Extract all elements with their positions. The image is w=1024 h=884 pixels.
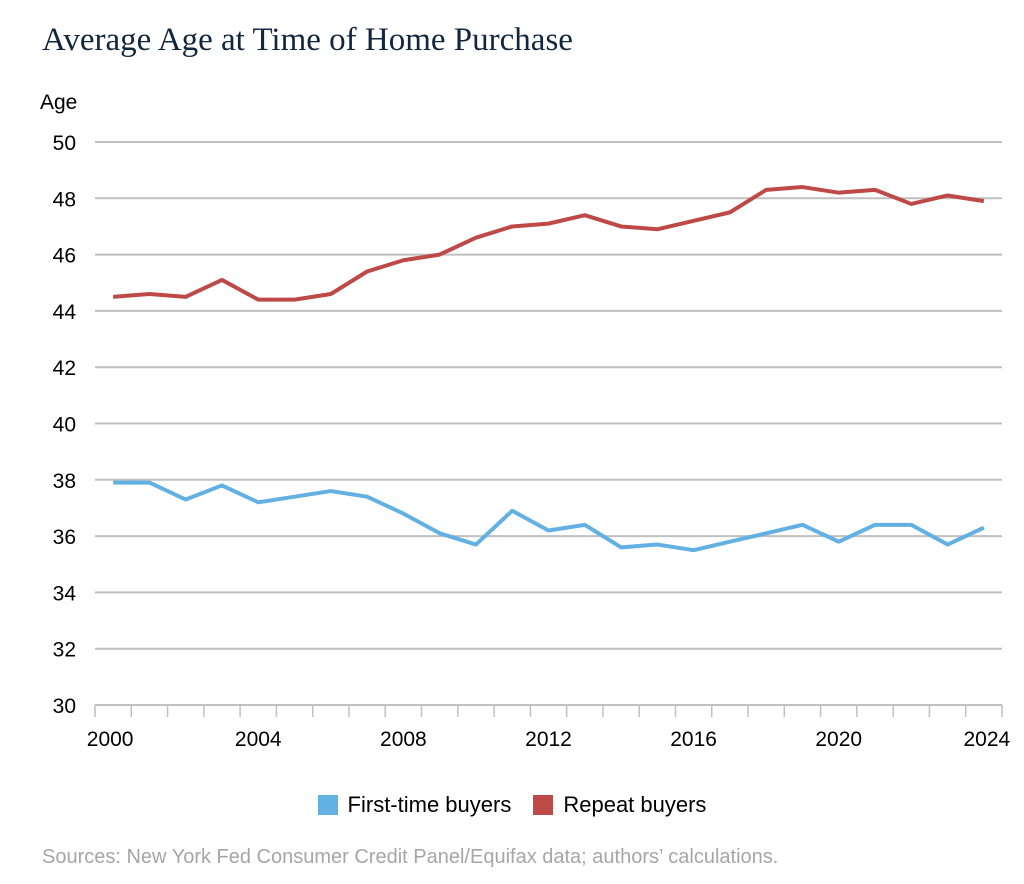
x-tick-label: 2012 bbox=[525, 728, 572, 751]
x-tick-label: 2000 bbox=[87, 728, 134, 751]
legend-label-first-time: First-time buyers bbox=[347, 792, 512, 817]
y-tick-label: 48 bbox=[53, 188, 76, 211]
y-tick-label: 32 bbox=[53, 639, 76, 662]
y-tick-label: 36 bbox=[53, 526, 76, 549]
chart-title: Average Age at Time of Home Purchase bbox=[42, 22, 573, 58]
y-tick-label: 40 bbox=[53, 414, 76, 437]
y-tick-label: 38 bbox=[53, 470, 76, 493]
x-tick-label: 2004 bbox=[235, 728, 282, 751]
x-tick-label: 2016 bbox=[670, 728, 717, 751]
series-line-repeat-buyers bbox=[112, 185, 985, 302]
y-tick-label: 44 bbox=[53, 301, 77, 324]
series-line-first-time-buyers bbox=[113, 480, 985, 553]
source-note: Sources: New York Fed Consumer Credit Pa… bbox=[42, 846, 779, 868]
y-tick-label: 34 bbox=[53, 582, 77, 605]
x-tick-label: 2008 bbox=[380, 728, 427, 751]
x-tick-label: 2024 bbox=[964, 728, 1011, 751]
y-tick-label: 30 bbox=[53, 695, 76, 718]
x-tick-label: 2020 bbox=[815, 728, 862, 751]
y-tick-label: 50 bbox=[53, 132, 76, 155]
legend-swatch-first-time bbox=[317, 795, 338, 815]
y-axis-label: Age bbox=[40, 91, 78, 114]
legend-swatch-repeat bbox=[533, 795, 554, 815]
y-tick-label: 46 bbox=[53, 245, 76, 268]
y-tick-label: 42 bbox=[53, 357, 76, 380]
legend-item-first-time: First-time buyers bbox=[317, 792, 512, 818]
legend-item-repeat: Repeat buyers bbox=[533, 792, 706, 818]
legend-label-repeat: Repeat buyers bbox=[563, 792, 707, 817]
legend: First-time buyers Repeat buyers bbox=[0, 792, 1024, 818]
